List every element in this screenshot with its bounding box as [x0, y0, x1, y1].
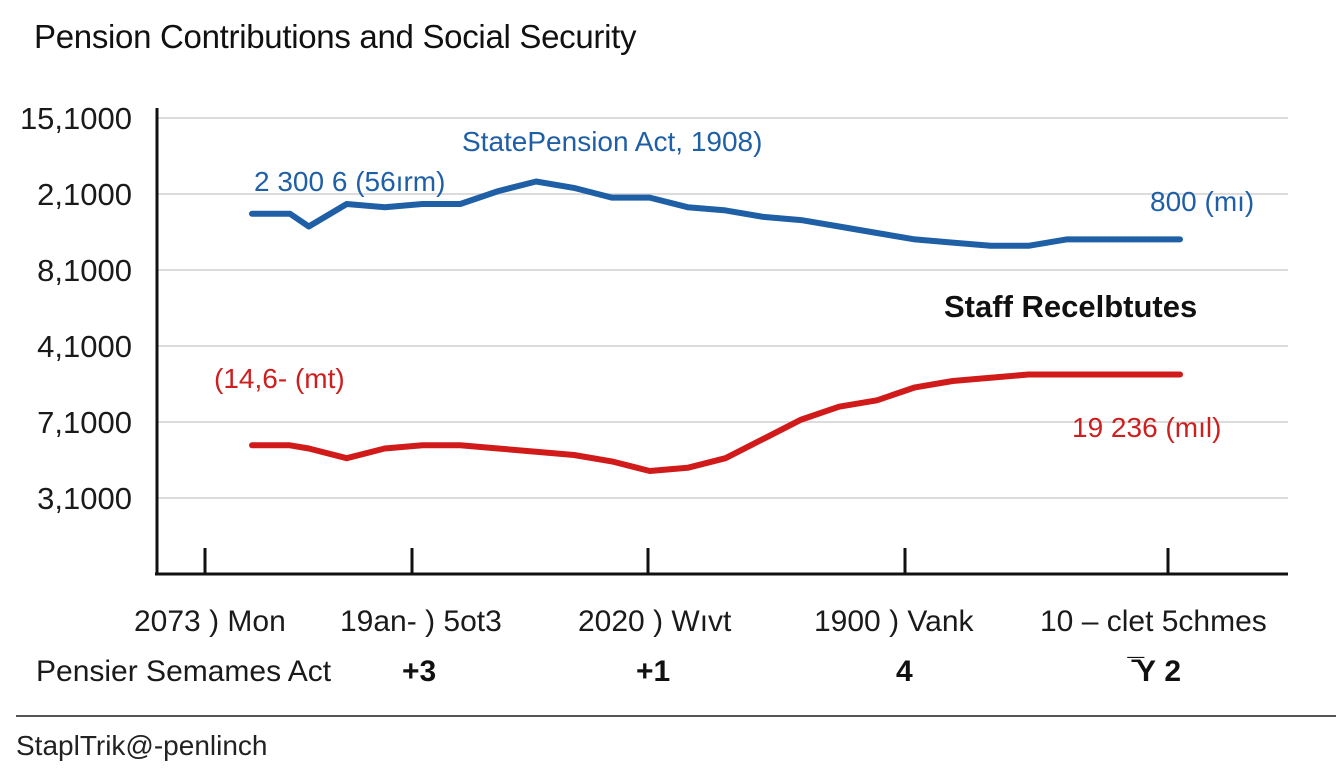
- x-tick-label-3: 1900 ) Vank: [814, 605, 975, 638]
- annotation-state-pension-act: StatePension Act, 1908): [462, 126, 762, 157]
- x-secondary-label-4: ̄̅Υ 2: [1127, 655, 1181, 688]
- line-chart: 15,1000 2,1000 8,1000 4,1000 7,1000 3,1000 20…: [20, 101, 1288, 688]
- annotation-blue-end-value: 800 (mı): [1150, 186, 1254, 217]
- x-secondary-label-3: 4: [896, 655, 913, 688]
- x-secondary-label-2: +1: [636, 655, 670, 688]
- y-tick-label-5: 3,1000: [37, 481, 132, 516]
- x-secondary-label-0: Pensier Semames Act: [36, 655, 332, 688]
- y-tick-label-1: 2,1000: [37, 177, 132, 212]
- x-tick-labels: 2073 ) Mon 19an- ) 5ot3 2020 ) Wıvt 1900 ) …: [134, 605, 1267, 638]
- annotation-red-end-value: 19 236 (mıl): [1072, 412, 1221, 443]
- series-line-0: [249, 178, 1183, 249]
- grid-lines: [157, 117, 1288, 499]
- series-lines: [249, 178, 1183, 474]
- y-tick-labels: 15,1000 2,1000 8,1000 4,1000 7,1000 3,1000: [20, 101, 132, 516]
- y-tick-label-4: 7,1000: [37, 405, 132, 440]
- x-secondary-label-1: +3: [402, 655, 436, 688]
- x-tick-label-2: 2020 ) Wıvt: [578, 605, 732, 638]
- x-tick-label-4: 10 – clet 5chmes: [1040, 605, 1267, 638]
- y-tick-label-2: 8,1000: [37, 253, 132, 288]
- y-tick-label-3: 4,1000: [37, 329, 132, 364]
- annotation-red-start-value: (14,6- (mt): [214, 363, 345, 394]
- footer-credit: StaplTrik@-penlinch: [16, 730, 268, 761]
- series-line-1: [249, 371, 1183, 474]
- chart-title: Pension Contributions and Social Securit…: [34, 18, 637, 55]
- x-tick-label-0: 2073 ) Mon: [134, 605, 286, 638]
- x-tick-label-1: 19an- ) 5ot3: [340, 605, 502, 638]
- annotation-blue-start-value: 2 300 6 (56ırm): [254, 166, 445, 197]
- axes: [155, 108, 1288, 576]
- annotation-staff-label: Staff Recelbtutes: [944, 289, 1197, 324]
- y-tick-label-0: 15,1000: [20, 101, 132, 136]
- footer-divider: [16, 715, 1336, 717]
